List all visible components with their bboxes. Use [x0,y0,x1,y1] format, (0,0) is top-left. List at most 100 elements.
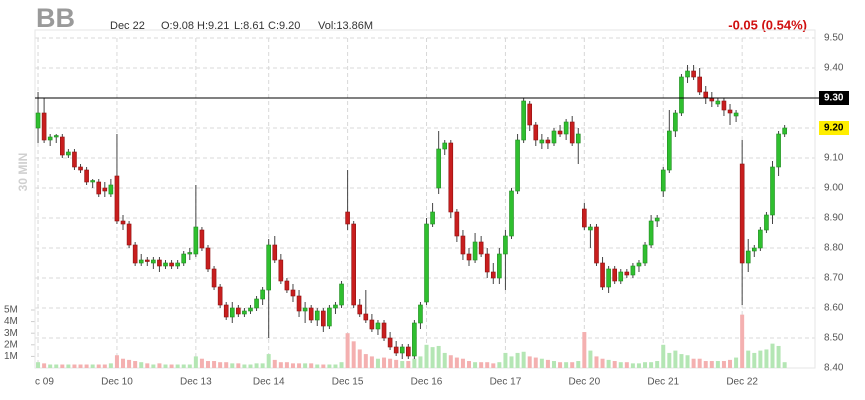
quote-close: C:9.20 [268,20,300,32]
candle-body [733,112,739,117]
volume-bar [430,347,435,368]
volume-text: Vol:13.86M [318,20,373,32]
volume-bar [363,354,368,368]
candle-body [327,307,332,327]
candle-body [132,244,138,264]
volume-bar [90,364,95,368]
volume-bar [224,362,229,368]
candle-body [296,295,302,312]
volume-bar [758,350,763,368]
volume-bar [752,352,757,368]
volume-bar [181,364,186,368]
volume-bar [570,362,575,368]
volume-bar [685,355,690,368]
volume-bar [66,364,71,368]
volume-bar [139,362,144,368]
y-tick-label: 8.40 [824,363,844,374]
candle-body [345,211,350,225]
volume-bar [266,354,271,368]
candle-body [138,259,144,264]
volume-bar [339,362,344,368]
candle-body [102,187,108,192]
candle-body [53,135,59,138]
candle-body [770,166,775,216]
volume-bar [582,332,587,368]
candle-body [41,112,47,141]
candle-body [60,136,65,156]
candle-body [181,253,187,264]
volume-bar [193,356,198,368]
y-tick-label: 8.80 [824,243,844,254]
volume-bar [205,361,210,368]
candle-body [272,244,278,261]
volume-bar [746,350,751,368]
candle-body [563,121,569,135]
last-price-label: 9.20 [824,123,844,134]
candle-body [630,265,636,276]
volume-bar [649,362,654,368]
volume-bar [230,363,235,368]
volume-bar [272,359,277,368]
y-tick-label: 8.70 [824,273,844,284]
candle-body [490,271,496,279]
candle-body [290,289,296,297]
quote-high: H:9.21 [197,20,229,32]
volume-bar [539,358,544,368]
volume-bar [102,364,107,368]
candle-body [764,214,769,231]
reference-label-box [819,91,849,105]
volume-bar [545,359,550,368]
candle-body [284,280,290,291]
candle-body [673,112,678,132]
x-tick-label: c 09 [35,377,54,388]
volume-bar [163,364,168,368]
candle-body [369,319,375,330]
volume-bar [515,352,520,368]
volume-bar [333,364,338,368]
x-tick-label: Dec 13 [180,377,212,388]
candle-body [503,235,508,255]
volume-bar [303,363,308,368]
volume-bar [199,358,204,368]
candle-body [624,271,630,276]
volume-bar [467,361,472,368]
volume-bar [218,362,223,368]
candle-body [393,346,399,354]
candle-body [266,244,271,291]
volume-bar [503,352,508,368]
candle-body [569,121,575,144]
volume-bar [600,358,605,368]
y2-tick-label: 1M [4,351,18,362]
candle-body [685,70,690,78]
candle-body [618,271,624,282]
y2-tick-label: 3M [4,328,18,339]
candle-body [205,247,211,270]
volume-bar [418,356,423,368]
y-tick-label: 9.10 [824,153,844,164]
candle-body [217,286,223,306]
volume-bar [187,364,192,368]
candle-body [442,142,448,150]
volume-bar [157,363,162,368]
volume-bar [127,359,132,368]
volume-bar [770,343,775,368]
volume-bar [54,364,59,368]
volume-bar [521,351,526,368]
candle-body [472,241,478,261]
y2-tick-label: 2M [4,339,18,350]
volume-bar [679,354,684,368]
volume-bar [36,362,41,368]
candle-body [120,220,126,225]
candle-body [454,211,460,237]
y-tick-label: 9.40 [824,63,844,74]
reference-label: 9.30 [824,93,844,104]
volume-bar [436,345,441,368]
volume-bar [321,364,326,368]
candle-body [151,259,156,264]
x-tick-label: Dec 17 [490,377,522,388]
x-tick-label: Dec 14 [253,377,285,388]
candle-body [35,112,41,129]
candle-body [412,322,417,357]
candle-body [533,124,539,141]
volume-bar [84,364,89,368]
